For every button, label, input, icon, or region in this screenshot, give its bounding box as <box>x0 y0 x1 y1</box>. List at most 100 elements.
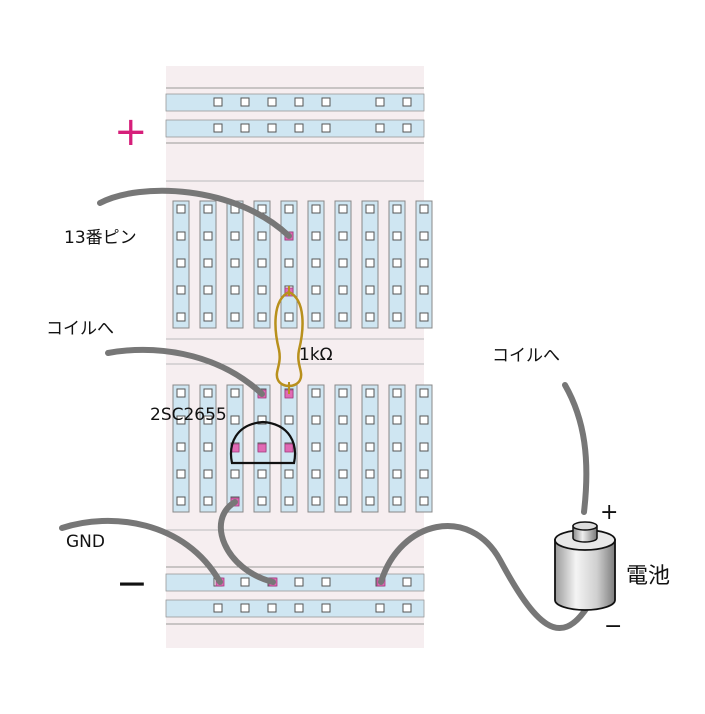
label-coil-right: コイルへ <box>492 346 560 366</box>
rail-hole <box>294 97 304 107</box>
rail-hole <box>240 577 250 587</box>
terminal-hole <box>176 312 186 322</box>
terminal-hole <box>392 388 402 398</box>
terminal-hole <box>365 285 375 295</box>
rail-hole <box>267 603 277 613</box>
rail-hole <box>294 603 304 613</box>
breadboard-body <box>166 66 424 648</box>
terminal-hole <box>230 231 240 241</box>
rail-hole <box>321 603 331 613</box>
terminal-hole <box>392 496 402 506</box>
terminal-hole <box>284 496 294 506</box>
terminal-hole <box>203 285 213 295</box>
rail-hole <box>375 97 385 107</box>
terminal-hole <box>419 469 429 479</box>
rail-holes <box>213 97 412 613</box>
terminal-hole <box>257 285 267 295</box>
top-power-rails <box>166 87 424 144</box>
terminal-hole <box>419 285 429 295</box>
rail-hole <box>375 603 385 613</box>
terminal-hole <box>365 231 375 241</box>
wire-battery-minus <box>378 523 591 631</box>
terminal-hole <box>176 204 186 214</box>
terminal-hole <box>257 231 267 241</box>
terminal-hole <box>338 258 348 268</box>
rail-hole <box>267 123 277 133</box>
terminal-hole <box>338 388 348 398</box>
terminal-hole <box>311 496 321 506</box>
terminal-hole <box>311 204 321 214</box>
rail-hole <box>240 123 250 133</box>
terminal-hole <box>365 388 375 398</box>
terminal-hole <box>230 285 240 295</box>
label-transistor: 2SC2655 <box>150 405 227 425</box>
terminal-hole <box>257 312 267 322</box>
terminal-hole <box>230 258 240 268</box>
terminal-hole <box>230 312 240 322</box>
resistor-1k <box>274 286 304 394</box>
terminal-hole <box>338 285 348 295</box>
rail-hole <box>321 97 331 107</box>
terminal-hole <box>365 496 375 506</box>
terminal-hole <box>392 231 402 241</box>
terminal-hole <box>311 388 321 398</box>
terminal-hole <box>419 388 429 398</box>
transistor-2sc2655 <box>230 420 296 465</box>
rail-hole <box>294 577 304 587</box>
terminal-hole <box>338 442 348 452</box>
label-resistor: 1kΩ <box>299 345 333 365</box>
terminal-hole <box>365 204 375 214</box>
terminal-hole <box>419 231 429 241</box>
rail-hole <box>402 603 412 613</box>
battery-minus-mark: − <box>604 614 622 639</box>
hole-transistor-3 <box>284 443 294 453</box>
terminal-hole <box>392 415 402 425</box>
terminal-hole <box>203 469 213 479</box>
label-pin13: 13番ピン <box>64 228 137 248</box>
terminal-hole <box>284 312 294 322</box>
terminal-hole <box>365 312 375 322</box>
wire-emitter-jumper <box>217 499 276 585</box>
terminal-hole <box>203 204 213 214</box>
terminal-hole <box>311 415 321 425</box>
label-coil-left: コイルへ <box>46 319 114 339</box>
terminal-hole <box>392 258 402 268</box>
rail-hole <box>240 603 250 613</box>
rail-hole <box>267 97 277 107</box>
terminal-hole <box>392 469 402 479</box>
terminal-hole <box>365 469 375 479</box>
rail-hole <box>294 123 304 133</box>
rail-hole <box>402 123 412 133</box>
terminal-hole <box>203 388 213 398</box>
terminal-hole <box>257 258 267 268</box>
rail-hole <box>375 123 385 133</box>
terminal-hole <box>176 496 186 506</box>
terminal-hole <box>311 285 321 295</box>
terminal-hole <box>419 415 429 425</box>
wire-coil-left <box>105 346 265 397</box>
terminal-hole <box>203 231 213 241</box>
rail-hole <box>402 577 412 587</box>
terminal-hole <box>338 204 348 214</box>
terminal-hole <box>203 312 213 322</box>
terminal-hole <box>203 496 213 506</box>
terminal-hole <box>203 258 213 268</box>
terminal-hole <box>392 204 402 214</box>
terminal-hole <box>311 231 321 241</box>
terminal-hole <box>365 258 375 268</box>
terminal-hole <box>338 469 348 479</box>
rail-hole <box>213 123 223 133</box>
terminal-hole <box>230 469 240 479</box>
terminal-hole <box>176 469 186 479</box>
terminal-hole <box>338 231 348 241</box>
rail-hole <box>213 603 223 613</box>
terminal-hole <box>365 442 375 452</box>
terminal-hole <box>284 258 294 268</box>
terminal-hole <box>419 442 429 452</box>
terminal-hole <box>176 258 186 268</box>
terminal-hole <box>257 496 267 506</box>
terminal-hole <box>338 312 348 322</box>
terminal-hole <box>203 415 213 425</box>
